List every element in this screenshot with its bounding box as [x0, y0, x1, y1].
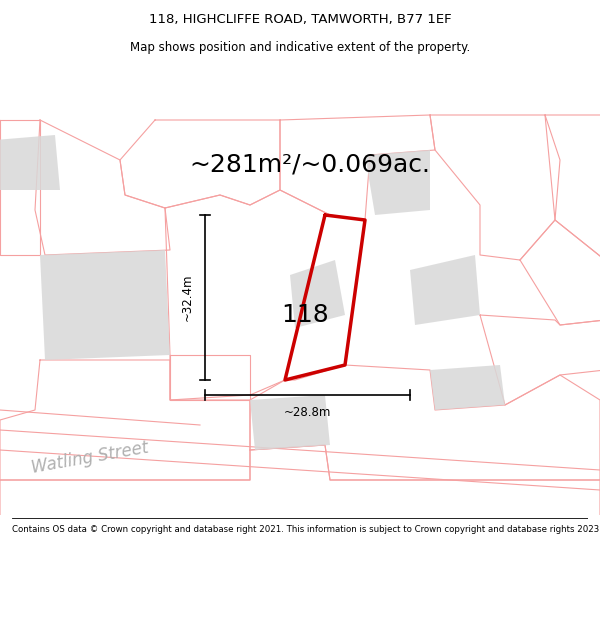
Polygon shape — [250, 395, 330, 450]
Polygon shape — [430, 365, 505, 410]
Text: 118: 118 — [281, 303, 329, 327]
Polygon shape — [290, 260, 345, 328]
Polygon shape — [0, 135, 60, 190]
Text: Contains OS data © Crown copyright and database right 2021. This information is : Contains OS data © Crown copyright and d… — [12, 526, 600, 534]
Text: ~32.4m: ~32.4m — [181, 274, 193, 321]
Text: Watling Street: Watling Street — [30, 439, 150, 477]
Text: Map shows position and indicative extent of the property.: Map shows position and indicative extent… — [130, 41, 470, 54]
Polygon shape — [365, 150, 430, 215]
Text: 118, HIGHCLIFFE ROAD, TAMWORTH, B77 1EF: 118, HIGHCLIFFE ROAD, TAMWORTH, B77 1EF — [149, 13, 451, 26]
Text: ~28.8m: ~28.8m — [284, 406, 331, 419]
Text: ~281m²/~0.069ac.: ~281m²/~0.069ac. — [190, 153, 431, 177]
Polygon shape — [40, 250, 170, 360]
Polygon shape — [410, 255, 480, 325]
